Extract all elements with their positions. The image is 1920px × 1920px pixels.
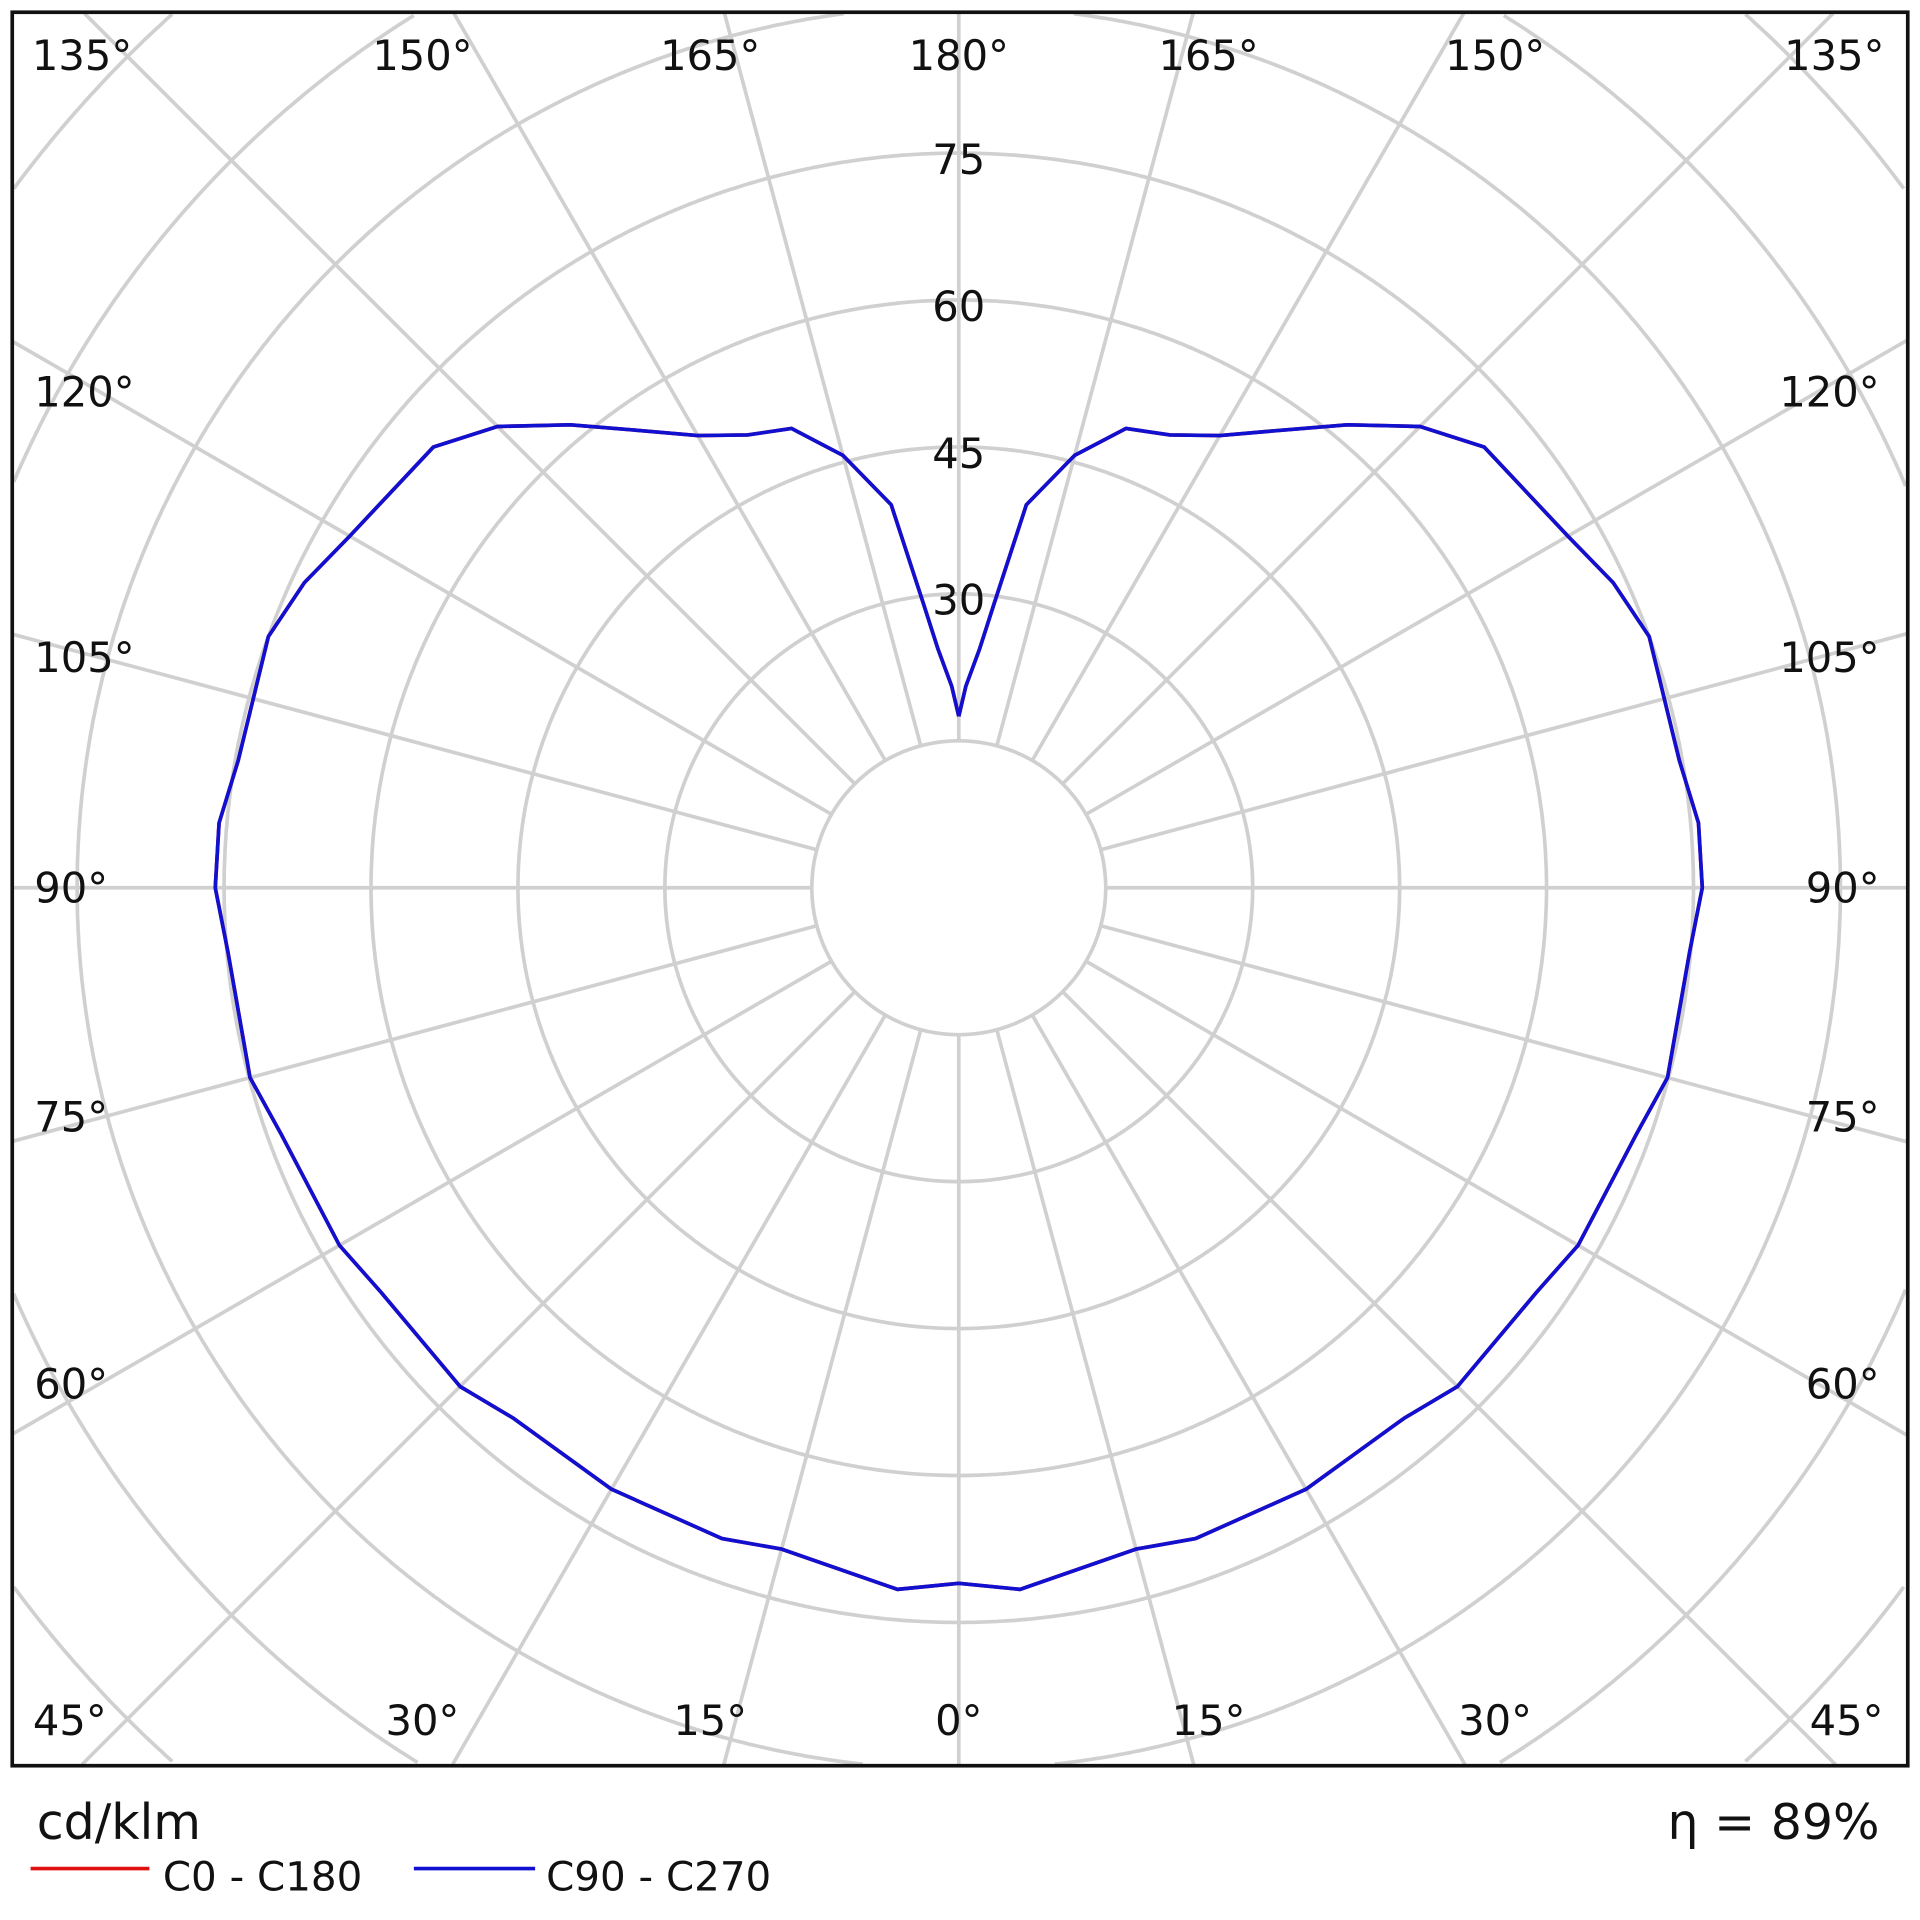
grid-spoke [12, 959, 833, 1436]
angle-label-right: 90° [1806, 863, 1880, 912]
angle-label-bottom: 30° [386, 1696, 460, 1745]
radial-tick-label: 30 [932, 576, 985, 625]
angle-label-bottom: 45° [1810, 1696, 1884, 1745]
angle-label-top: 180° [909, 31, 1009, 80]
grid-ring [12, 13, 415, 483]
grid-ring [1744, 1585, 1906, 1763]
angle-label-left: 120° [34, 368, 134, 417]
angle-label-right: 60° [1806, 1359, 1880, 1408]
angle-label-bottom: 45° [33, 1696, 107, 1745]
series-curves [213, 422, 1705, 1592]
grid-ring [75, 11, 863, 1766]
grid-spoke [995, 12, 1195, 747]
polar-grid [12, 11, 1908, 1766]
angle-label-top: 135° [1784, 31, 1884, 80]
grid-spoke [1061, 990, 1837, 1766]
angle-label-top: 165° [660, 31, 760, 80]
grid-ring [1499, 1288, 1908, 1764]
grid-spoke [12, 632, 818, 852]
angle-label-bottom: 15° [1172, 1696, 1246, 1745]
grid-spoke [12, 924, 818, 1143]
angle-label-bottom: 15° [673, 1696, 747, 1745]
grid-spoke [452, 12, 887, 762]
grid-spoke [1061, 12, 1835, 786]
grid-spoke [1100, 924, 1908, 1144]
grid-spoke [1030, 12, 1466, 762]
plot-frame [10, 10, 1910, 1768]
grid-spoke [995, 1029, 1196, 1765]
grid-ring [12, 1293, 419, 1764]
grid-spoke [1100, 632, 1908, 852]
grid-spoke [722, 12, 923, 747]
grid-spoke [1085, 338, 1908, 816]
grid-spoke [722, 1029, 923, 1765]
angle-label-right: 105° [1779, 633, 1879, 682]
angle-label-left: 60° [34, 1359, 108, 1408]
grid-ring [1502, 13, 1908, 487]
grid-spoke [83, 12, 857, 786]
angle-label-bottom: 30° [1458, 1696, 1532, 1745]
angle-label-left: 90° [34, 863, 108, 912]
angle-label-right: 120° [1779, 368, 1879, 417]
grid-spoke [1030, 1014, 1467, 1766]
angle-label-top: 150° [372, 31, 472, 80]
angle-label-bottom: 0° [935, 1696, 982, 1745]
legend-label-c90-c270: C90 - C270 [546, 1853, 771, 1901]
grid-spoke [451, 1014, 887, 1766]
angle-label-right: 75° [1806, 1092, 1880, 1141]
series-curve-c90-c270 [213, 422, 1705, 1592]
grid-ring [1054, 887, 1843, 1766]
grid-ring [1744, 12, 1906, 190]
radial-tick-label: 75 [932, 135, 985, 184]
angle-label-top: 165° [1158, 31, 1258, 80]
grid-spoke [80, 990, 857, 1766]
angle-label-left: 75° [34, 1092, 108, 1141]
grid-spoke [12, 340, 833, 816]
radial-tick-label: 60 [932, 282, 985, 331]
efficiency-label: η = 89% [1668, 1794, 1880, 1851]
axis-labels: 30 45 60 75 135° 150° 165° 180° 165° 150° 135° 45° 3… [32, 31, 1885, 1745]
angle-label-top: 135° [32, 31, 132, 80]
angle-label-left: 105° [34, 633, 134, 682]
legend-label-c0-c180: C0 - C180 [163, 1853, 362, 1901]
grid-ring [810, 738, 1108, 1037]
grid-ring [12, 1585, 174, 1763]
angle-label-top: 150° [1445, 31, 1545, 80]
unit-label: cd/klm [37, 1794, 201, 1851]
grid-spoke [1085, 959, 1908, 1437]
radial-tick-label: 45 [932, 429, 985, 478]
grid-ring [12, 12, 174, 190]
grid-ring [1073, 11, 1843, 888]
